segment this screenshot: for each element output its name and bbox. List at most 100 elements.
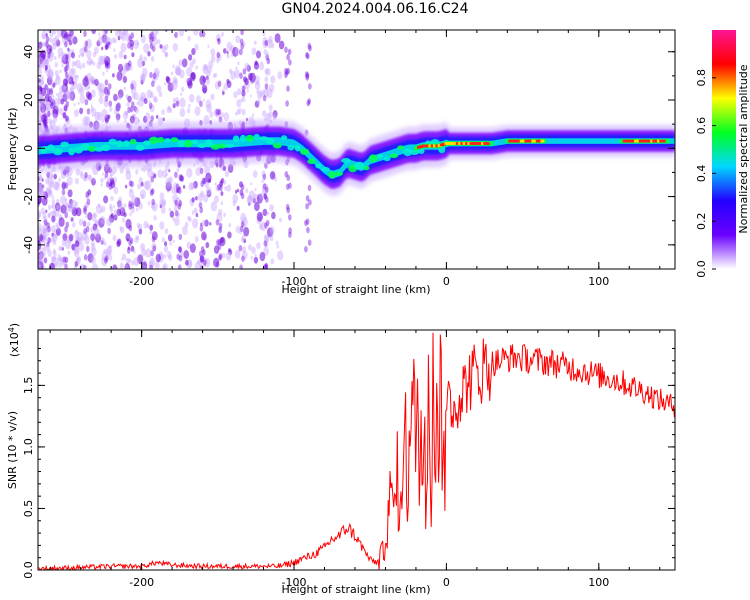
heatmap-cell: [164, 138, 171, 143]
heatmap-cell: [209, 222, 212, 226]
heatmap-cell: [66, 76, 71, 83]
heatmap-cell: [250, 255, 254, 260]
heatmap-cell: [108, 138, 117, 145]
heatmap-cell: [179, 69, 185, 79]
heatmap-cell: [103, 99, 109, 108]
heatmap-cell: [70, 204, 73, 209]
heatmap-cell: [133, 249, 136, 254]
heatmap-cell: [63, 123, 67, 128]
heatmap-cell: [241, 96, 246, 103]
heatmap-cell: [262, 40, 268, 49]
heatmap-cell: [128, 35, 132, 42]
heatmap-cell: [368, 154, 378, 163]
snr-ticks: -200 -100 0 100 0.0 0.5 1.0 1.5: [22, 330, 675, 589]
heatmap-cell: [104, 117, 109, 124]
heatmap-cell: [235, 225, 241, 234]
heatmap-cell: [122, 140, 131, 147]
heatmap-cell: [268, 35, 273, 44]
heatmap-cell: [42, 89, 45, 93]
heatmap-cell: [115, 103, 121, 112]
heatmap-cell: [104, 62, 109, 69]
heatmap-cell: [41, 114, 47, 123]
heatmap-cell: [57, 254, 62, 261]
heatmap-cell: [421, 144, 426, 148]
heatmap-cell: [78, 242, 85, 252]
heatmap-cell: [271, 42, 275, 49]
heatmap-cell: [183, 250, 190, 259]
heatmap-cell: [256, 242, 261, 250]
heatmap-cell: [79, 107, 84, 115]
heatmap-cell: [246, 89, 249, 93]
heatmap-cell: [128, 180, 133, 187]
heatmap-cell: [83, 264, 87, 269]
heatmap-cell: [90, 59, 94, 65]
heatmap-cell: [38, 227, 42, 237]
heatmap-cell: [117, 63, 124, 73]
heatmap-cell: [40, 103, 47, 113]
heatmap-cell: [48, 73, 51, 77]
heatmap-cell: [181, 58, 188, 68]
heatmap-cell: [237, 88, 242, 96]
heatmap-cell: [315, 163, 322, 169]
heatmap-cell: [481, 142, 485, 145]
heatmap-cell: [128, 224, 133, 232]
heatmap-cell: [93, 212, 96, 217]
heatmap-cell: [117, 30, 122, 34]
heatmap-cell: [232, 46, 239, 57]
heatmap-cell: [172, 103, 176, 109]
heatmap-cell: [266, 38, 273, 49]
heatmap-cell: [38, 195, 42, 205]
heatmap-cell: [125, 257, 130, 265]
heatmap-cell: [182, 184, 186, 189]
heatmap-cell: [263, 193, 268, 200]
heatmap-cell: [73, 146, 83, 154]
heatmap-cell: [151, 231, 158, 241]
heatmap-cell: [41, 30, 48, 39]
heatmap-cell: [105, 248, 111, 257]
heatmap-cell: [123, 86, 126, 91]
heatmap-cell: [142, 140, 152, 146]
heatmap-cell: [219, 180, 223, 188]
x-tick-label: -100: [282, 576, 307, 589]
heatmap-cell: [38, 89, 41, 99]
heatmap-cell: [38, 251, 44, 260]
heatmap-cell: [257, 99, 261, 105]
heatmap-cell: [228, 248, 231, 253]
heatmap-cell: [449, 142, 453, 145]
heatmap-cell: [129, 39, 134, 47]
heatmap-cell: [261, 190, 265, 195]
heatmap-cell: [138, 177, 143, 184]
heatmap-cell: [241, 255, 245, 262]
heatmap-cell: [55, 202, 61, 212]
heatmap-cell: [426, 144, 431, 148]
heatmap-cell: [234, 249, 241, 259]
heatmap-cell: [38, 254, 41, 263]
heatmap-cell: [104, 55, 107, 60]
heatmap-cell: [109, 45, 112, 49]
heatmap-cell: [132, 93, 136, 100]
heatmap-cell: [177, 264, 182, 269]
heatmap-cell: [241, 246, 247, 253]
heatmap-cell: [235, 66, 238, 70]
heatmap-cell: [47, 189, 52, 195]
heatmap-cell: [471, 142, 476, 145]
heatmap-cell: [175, 67, 181, 76]
heatmap-cell: [308, 199, 312, 206]
x-tick-label: 100: [588, 576, 609, 589]
heatmap-cell: [284, 67, 288, 75]
heatmap-cell: [64, 256, 69, 263]
heatmap-cell: [199, 225, 204, 232]
heatmap-cell: [133, 39, 140, 50]
heatmap-cell: [55, 39, 61, 47]
heatmap-cell: [263, 192, 268, 200]
heatmap-cell: [143, 180, 150, 190]
heatmap-cell: [262, 95, 267, 102]
heatmap-cell: [84, 40, 89, 47]
heatmap-cell: [122, 30, 129, 36]
heatmap-cell: [253, 133, 260, 140]
heatmap-cell: [178, 187, 182, 195]
heatmap-cell: [84, 202, 89, 209]
heatmap-cell: [529, 139, 533, 143]
heatmap-cell: [467, 142, 472, 145]
heatmap-cell: [149, 43, 154, 50]
